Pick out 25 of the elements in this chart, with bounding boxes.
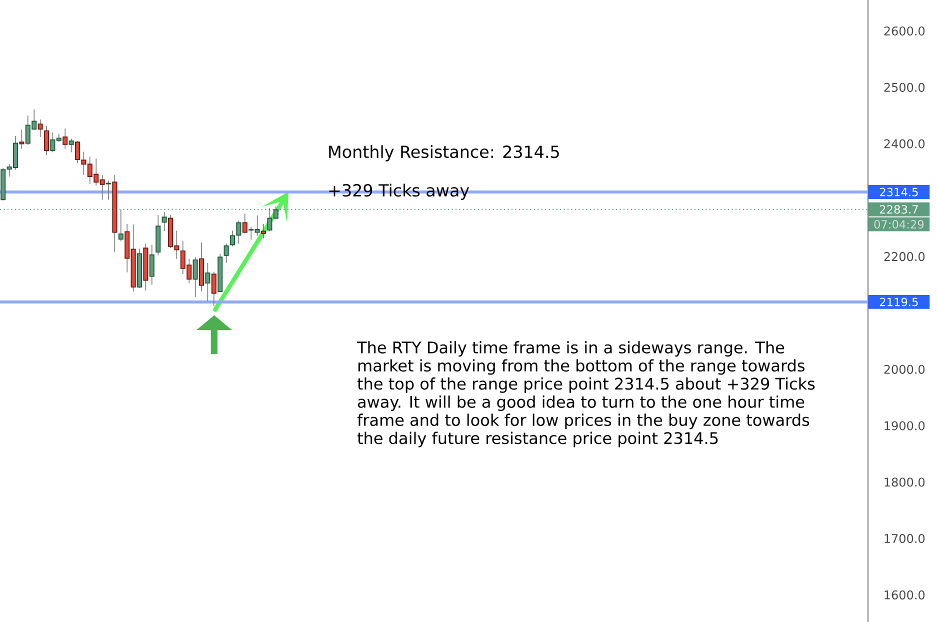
ref-line-label: 2314.5 [880, 188, 918, 196]
ref-line-label: 2283.7 [880, 205, 918, 214]
candlestick [205, 262, 210, 302]
y-tick-label: 1700.0 [884, 534, 925, 544]
candlestick [62, 128, 68, 150]
y-tick-label: 1600.0 [884, 590, 925, 600]
ref-line-label: 2119.5 [880, 298, 918, 306]
y-tick-label: 1900.0 [884, 421, 925, 430]
annotation: The RTY Daily time frame is in a sideways range. The market is moving from the bottom of the range towards the top of the range price point 2314.5 about +329 Ticks away. It will be a good idea to turn to the one hour time frame and to look for low prices in the buy zone towards the daily future resistance price point 2314.5 [356, 341, 815, 448]
y-tick-label: 2200.0 [884, 252, 925, 262]
candlestick [106, 180, 112, 200]
candlestick [44, 125, 50, 156]
candlestick [149, 244, 154, 286]
y-tick-label: 1800.0 [884, 478, 925, 487]
candlestick [260, 223, 266, 239]
annotation: +329 Ticks away [329, 184, 470, 200]
candlestick [118, 209, 124, 242]
y-tick-label: 2500.0 [884, 82, 925, 92]
text: 07:04:29 [874, 220, 924, 229]
y-tick-label: 2600.0 [884, 26, 925, 36]
candlestick [198, 242, 204, 292]
y-tick-label: 2000.0 [884, 364, 925, 374]
y-tick-label: 2400.0 [884, 139, 925, 148]
annotation: Monthly Resistance: 2314.5 [329, 145, 559, 162]
candlestick [156, 214, 161, 256]
